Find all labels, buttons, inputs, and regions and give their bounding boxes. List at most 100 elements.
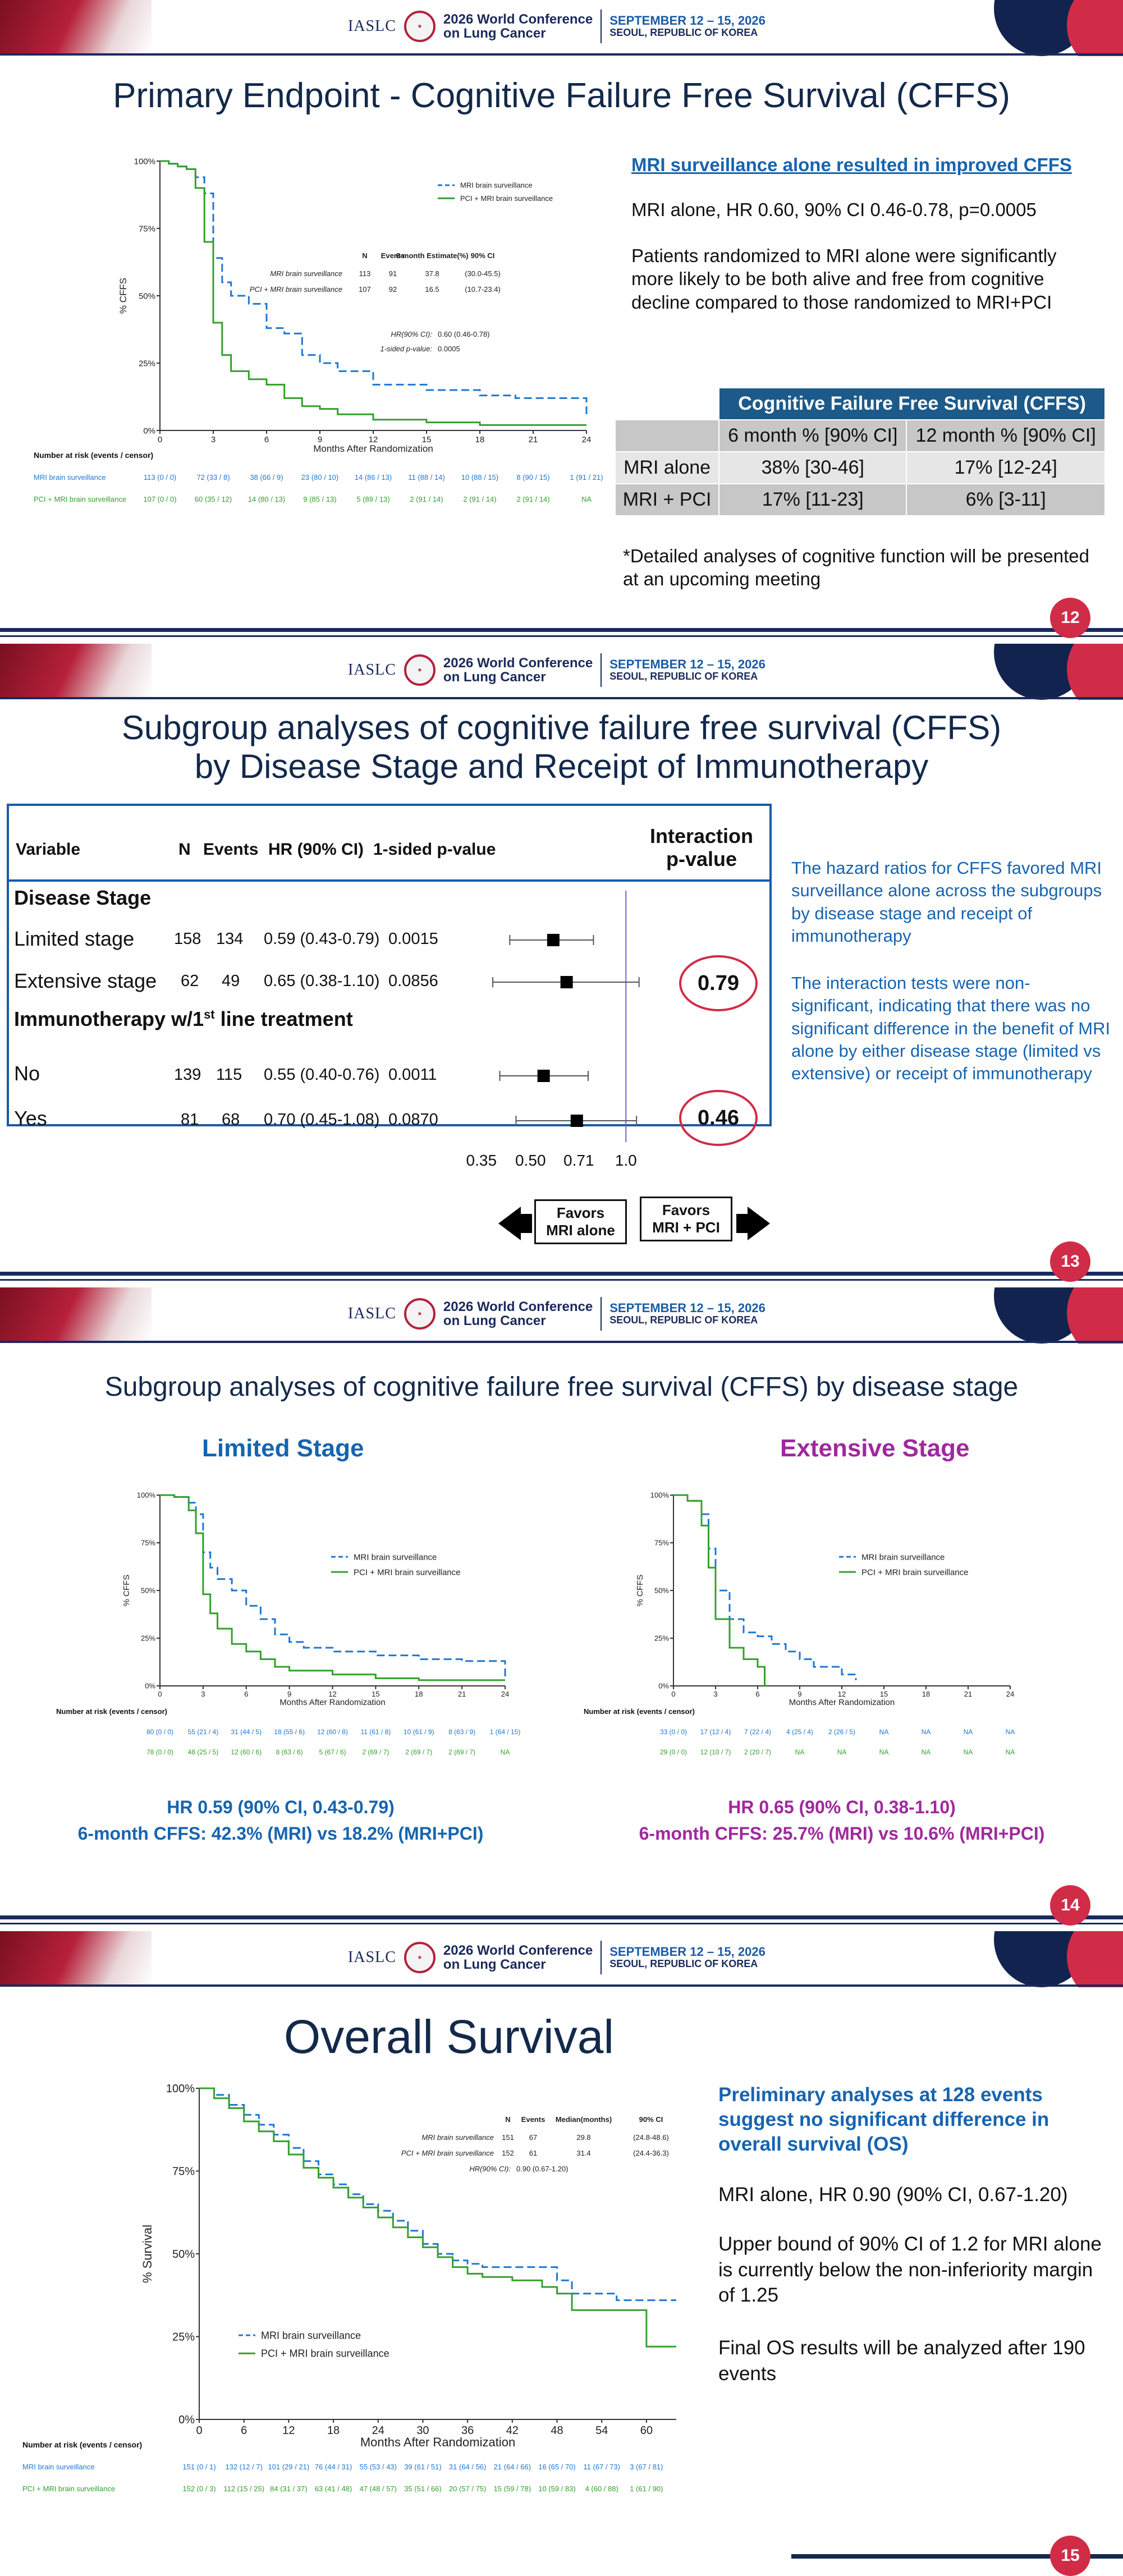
risk-cell-pci: 1 (61 / 90) bbox=[630, 2485, 663, 2492]
group-immunotherapy-sup: st bbox=[204, 1007, 215, 1021]
slide-title: Overall Survival bbox=[283, 2010, 615, 2063]
slide-title-line1: Subgroup analyses of cognitive failure f… bbox=[121, 709, 1002, 746]
risk-cell-mri: 17 (12 / 4) bbox=[700, 1728, 731, 1736]
risk-row-label-pci: PCI + MRI brain surveillance bbox=[22, 2485, 115, 2492]
row-n: 158 bbox=[174, 930, 201, 948]
extensive-cffs: 6-month CFFS: 25.7% (MRI) vs 10.6% (MRI+… bbox=[639, 1823, 1045, 1844]
risk-cell-mri: 55 (21 / 4) bbox=[188, 1728, 219, 1736]
cffs-km-plot: 0% 25% 50% 75% 100% 0 3 6 9 12 15 18 21 24 Months Afte… bbox=[34, 157, 603, 503]
seoul-seal-icon: ★ bbox=[404, 11, 436, 42]
iaslc-logo: IASLC bbox=[348, 661, 396, 679]
stats-cell: 16.5 bbox=[425, 285, 439, 294]
group-immunotherapy-a: Immunotherapy w/1 bbox=[14, 1007, 204, 1030]
header-rule bbox=[0, 53, 1123, 56]
y-axis-label: % CFFS bbox=[122, 1575, 131, 1607]
x-tick-label: 0 bbox=[196, 2424, 202, 2437]
y-axis-label: % CFFS bbox=[635, 1575, 645, 1607]
limited-stage-km-plot: 0% 25% 50% 75% 100% 0 3 6 9 12 15 18 21 24 Months Afte… bbox=[56, 1491, 520, 1756]
risk-cell-mri: 38 (66 / 9) bbox=[250, 473, 283, 482]
stats-cell: (24.4-36.3) bbox=[633, 2149, 669, 2157]
extensive-stage-km-plot: 0% 25% 50% 75% 100% 0 3 6 9 12 15 18 21 24 Months Afte… bbox=[584, 1491, 1015, 1756]
risk-cell-pci: 5 (67 / 6) bbox=[319, 1748, 346, 1756]
stats-header: N bbox=[505, 2115, 510, 2124]
iaslc-logo: IASLC bbox=[348, 1305, 396, 1322]
legend-mri-label: MRI brain surveillance bbox=[460, 181, 533, 190]
favors-right-line1: Favors bbox=[662, 1202, 711, 1218]
conference-dates: SEPTEMBER 12 – 15, 2026 bbox=[609, 1301, 766, 1315]
header-events: Events bbox=[203, 840, 259, 859]
stats-row-label: PCI + MRI brain surveillance bbox=[250, 285, 342, 294]
stats-header: N bbox=[362, 251, 367, 260]
os-km-plot: 0% 25% 50% 75% 100% 0 6 12 18 24 30 36 42 48 54 60 Month… bbox=[22, 2083, 676, 2492]
stats-header: Median(months) bbox=[556, 2115, 612, 2124]
hr-value: 0.90 (0.67-1.20) bbox=[516, 2165, 569, 2173]
risk-cell-mri: 10 (61 / 9) bbox=[404, 1728, 434, 1736]
header-rule bbox=[0, 697, 1123, 699]
cffs-col2-header: 12 month % [90% CI] bbox=[906, 419, 1106, 452]
series-pci-line bbox=[199, 2087, 676, 2348]
header-decoration-left bbox=[0, 644, 152, 697]
header-decoration-left bbox=[0, 1287, 152, 1341]
risk-cell-mri: 76 (44 / 31) bbox=[315, 2463, 352, 2471]
forest-x-tick-label: 1.0 bbox=[615, 1152, 637, 1169]
x-tick-label: 18 bbox=[327, 2424, 340, 2437]
y-tick-label: 25% bbox=[172, 2331, 195, 2344]
limited-hr: HR 0.59 (90% CI, 0.43-0.79) bbox=[167, 1797, 395, 1817]
stats-cell: (10.7-23.4) bbox=[465, 285, 501, 294]
risk-cell-pci: 47 (48 / 57) bbox=[360, 2485, 397, 2492]
risk-cell-mri: 113 (0 / 0) bbox=[144, 473, 176, 482]
conference-name-line1: 2026 World Conference bbox=[443, 655, 593, 671]
legend-pci-label: PCI + MRI brain surveillance bbox=[460, 194, 553, 203]
header-divider bbox=[601, 10, 602, 43]
risk-row-label-mri: MRI brain surveillance bbox=[34, 473, 106, 482]
y-tick-label: 50% bbox=[654, 1587, 669, 1595]
row-hr: 0.65 (0.38-1.10) bbox=[264, 972, 380, 990]
header-divider bbox=[601, 1941, 602, 1974]
para-1: Upper bound of 90% CI of 1.2 for MRI alo… bbox=[718, 2233, 1102, 2306]
conference-name-line2: on Lung Cancer bbox=[443, 26, 546, 41]
risk-row-label-mri: MRI brain surveillance bbox=[22, 2463, 95, 2471]
group-immunotherapy-b: line treatment bbox=[214, 1007, 353, 1030]
header-pvalue: 1-sided p-value bbox=[373, 840, 496, 859]
stats-cell: 67 bbox=[529, 2133, 537, 2142]
risk-cell-pci: NA bbox=[879, 1748, 889, 1756]
stats-row-label: MRI brain surveillance bbox=[270, 269, 342, 278]
header-decoration-right bbox=[977, 0, 1123, 56]
row-n: 81 bbox=[181, 1111, 199, 1129]
risk-cell-pci: 2 (20 / 7) bbox=[744, 1748, 771, 1756]
footer-bar bbox=[791, 2554, 1123, 2559]
y-tick-label: 100% bbox=[650, 1491, 670, 1500]
hr-text: MRI alone, HR 0.60, 90% CI 0.46-0.78, p=… bbox=[631, 199, 1037, 220]
table-row-label: MRI + PCI bbox=[614, 483, 720, 516]
para-2: Final OS results will be analyzed after … bbox=[718, 2337, 1085, 2385]
risk-cell-pci: NA bbox=[501, 1748, 510, 1756]
risk-cell-pci: NA bbox=[964, 1748, 973, 1756]
conference-name-line1: 2026 World Conference bbox=[443, 11, 593, 27]
row-p: 0.0015 bbox=[388, 930, 438, 948]
extensive-stage-title: Extensive Stage bbox=[780, 1434, 970, 1462]
stats-header: 90% CI bbox=[471, 251, 495, 260]
risk-cell-pci: 152 (0 / 3) bbox=[182, 2485, 216, 2492]
headline: MRI surveillance alone resulted in impro… bbox=[631, 154, 1072, 175]
hr-text: MRI alone, HR 0.90 (90% CI, 0.67-1.20) bbox=[718, 2184, 1068, 2206]
x-tick-label: 12 bbox=[369, 435, 378, 444]
risk-cell-mri: 1 (91 / 21) bbox=[570, 473, 603, 482]
x-tick-label: 6 bbox=[241, 2424, 247, 2437]
x-axis-label: Months After Randomization bbox=[279, 1698, 385, 1707]
legend-pci-label: PCI + MRI brain surveillance bbox=[354, 1567, 461, 1577]
header-hr: HR (90% CI) bbox=[268, 840, 364, 859]
stats-cell: 92 bbox=[389, 285, 397, 294]
legend-pci-label: PCI + MRI brain surveillance bbox=[861, 1567, 969, 1577]
row-events: 49 bbox=[222, 972, 240, 990]
stats-cell: (24.8-48.6) bbox=[633, 2133, 669, 2142]
risk-cell-pci: 63 (41 / 48) bbox=[315, 2485, 352, 2492]
result-paragraph: Patients randomized to MRI alone were si… bbox=[631, 245, 1057, 313]
stats-header: 6-month Estimate(%) bbox=[396, 251, 468, 260]
slide-13: IASLC ★ 2026 World Conference on Lung Can… bbox=[0, 644, 1123, 1287]
stats-row-label: MRI brain surveillance bbox=[421, 2133, 494, 2142]
x-tick-label: 3 bbox=[211, 435, 216, 444]
risk-cell-pci: 15 (59 / 78) bbox=[494, 2485, 531, 2492]
header-decoration-right bbox=[977, 1287, 1123, 1344]
x-tick-label: 6 bbox=[244, 1690, 248, 1698]
row-events: 68 bbox=[222, 1111, 240, 1129]
